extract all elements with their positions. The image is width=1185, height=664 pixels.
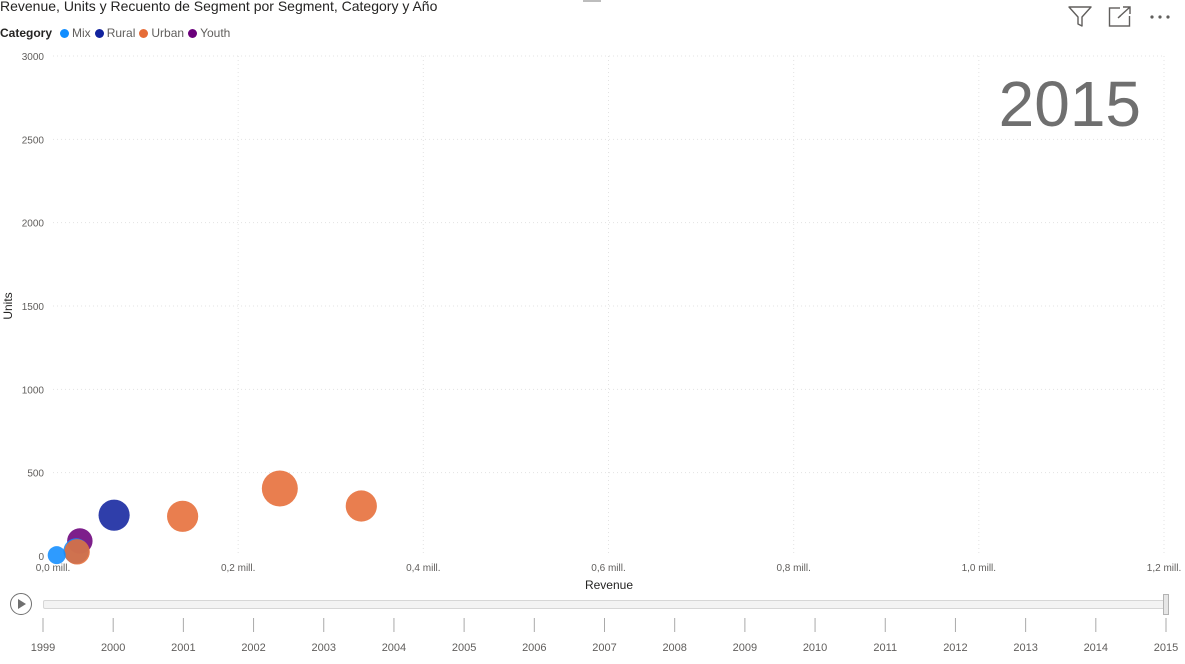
y-tick-label: 1000 — [22, 385, 45, 396]
bubble-urban — [261, 470, 298, 507]
filter-icon[interactable] — [1067, 4, 1093, 30]
legend-swatch-youth — [188, 28, 198, 38]
play-axis-year-label: 2004 — [382, 642, 406, 654]
play-axis-year-label: 2000 — [101, 642, 125, 654]
y-tick-label: 3000 — [22, 52, 45, 63]
bubble-mix — [47, 546, 66, 565]
legend-label-urban: Urban — [151, 26, 185, 40]
x-axis-title: Revenue — [585, 578, 633, 592]
play-axis-thumb[interactable] — [1163, 594, 1169, 615]
legend: Category Mix Rural Urban Youth — [0, 26, 234, 40]
more-options-icon[interactable] — [1147, 4, 1173, 30]
legend-item-urban[interactable]: Urban — [139, 26, 184, 40]
legend-label-rural: Rural — [106, 26, 136, 40]
bubble-urban — [167, 500, 199, 532]
play-axis-year-label: 2014 — [1084, 642, 1108, 654]
play-axis-year-label: 2005 — [452, 642, 476, 654]
legend-title: Category — [0, 26, 53, 40]
play-axis-track[interactable] — [43, 600, 1167, 609]
bubble-urban — [345, 490, 377, 522]
y-tick-label: 2000 — [22, 219, 45, 230]
visual-drag-handle[interactable] — [583, 0, 601, 2]
chart-title: Revenue, Units y Recuento de Segment por… — [0, 0, 438, 14]
y-tick-label: 500 — [27, 469, 44, 480]
focus-mode-icon[interactable] — [1107, 4, 1133, 30]
legend-swatch-rural — [94, 28, 104, 38]
x-tick-label: 0,2 mill. — [221, 563, 255, 574]
play-axis-year-label: 2001 — [171, 642, 195, 654]
y-tick-label: 0 — [38, 552, 44, 563]
bubble-urban — [64, 539, 90, 565]
y-tick-label: 2500 — [22, 135, 45, 146]
play-axis-year-label: 2002 — [241, 642, 265, 654]
legend-swatch-mix — [60, 28, 70, 38]
legend-item-rural[interactable]: Rural — [94, 26, 136, 40]
visual-toolbar — [1067, 4, 1173, 30]
x-tick-label: 0,4 mill. — [406, 563, 440, 574]
bubble-rural — [98, 499, 130, 531]
x-tick-label: 1,2 mill. — [1147, 563, 1181, 574]
play-axis-year-label: 2003 — [312, 642, 336, 654]
play-axis-year-label: 2013 — [1013, 642, 1037, 654]
play-axis-year-label: 2010 — [803, 642, 827, 654]
y-axis-title: Units — [1, 292, 15, 319]
legend-label-youth: Youth — [200, 26, 231, 40]
legend-label-mix: Mix — [72, 26, 91, 40]
legend-item-mix[interactable]: Mix — [60, 26, 91, 40]
play-axis-year-label: 2007 — [592, 642, 616, 654]
legend-item-youth[interactable]: Youth — [188, 26, 230, 40]
play-axis-year-label: 2015 — [1154, 642, 1178, 654]
play-axis-year-label: 2006 — [522, 642, 546, 654]
play-axis-year-label: 2012 — [943, 642, 967, 654]
play-button[interactable] — [10, 593, 32, 615]
play-axis-year-label: 2011 — [873, 642, 897, 654]
play-axis-year-label: 2008 — [662, 642, 686, 654]
y-tick-label: 1500 — [22, 302, 45, 313]
play-axis-year-label: 1999 — [31, 642, 55, 654]
legend-swatch-urban — [139, 28, 149, 38]
play-axis-year-label: 2009 — [733, 642, 757, 654]
x-tick-label: 0,6 mill. — [591, 563, 625, 574]
x-tick-label: 0,0 mill. — [36, 563, 70, 574]
current-year-label: 2015 — [999, 68, 1141, 140]
x-tick-label: 0,8 mill. — [776, 563, 810, 574]
x-tick-label: 1,0 mill. — [962, 563, 996, 574]
